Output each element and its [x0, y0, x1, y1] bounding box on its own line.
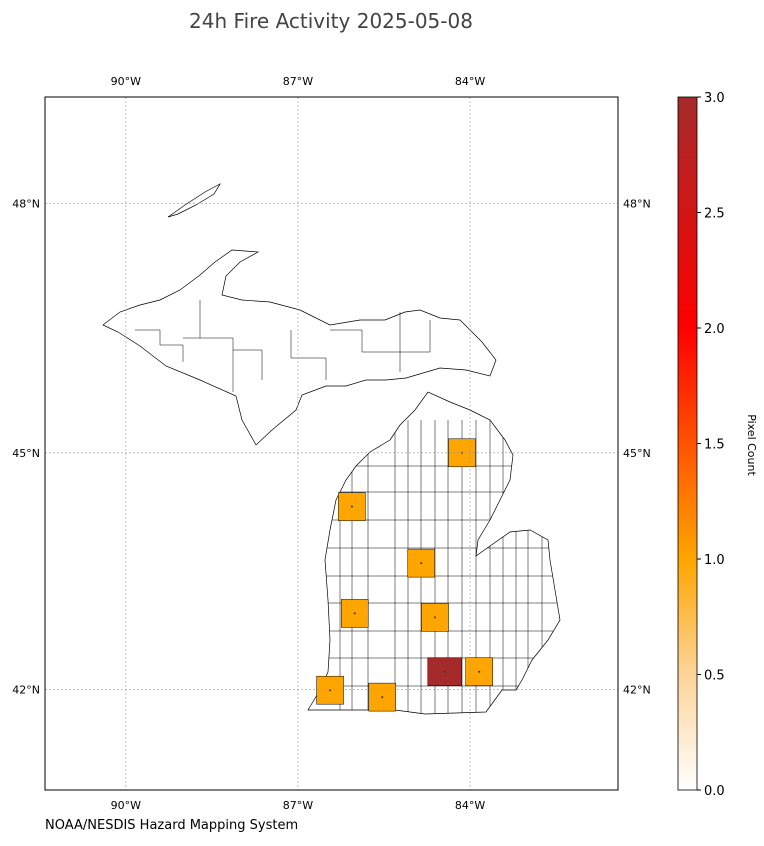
colorbar-tick-label: 1.0 [704, 553, 725, 568]
lon-label-bottom: 84°W [455, 799, 485, 812]
up-county-lines [135, 300, 431, 392]
map-title: 24h Fire Activity 2025-05-08 [189, 9, 473, 33]
lon-label-top: 84°W [455, 75, 485, 88]
isle-royale [167, 183, 221, 218]
source-note: NOAA/NESDIS Hazard Mapping System [45, 818, 298, 833]
lon-label-bottom: 90°W [111, 799, 141, 812]
colorbar-tick-label: 3.0 [704, 91, 725, 106]
lat-label-right: 48°N [623, 197, 651, 210]
lon-label-bottom: 87°W [283, 799, 313, 812]
land [102, 183, 561, 715]
colorbar-scale [677, 96, 698, 791]
lat-label-left: 42°N [12, 683, 40, 696]
fire-point [434, 616, 437, 619]
fire-point [353, 612, 356, 615]
fire-cell [427, 657, 463, 686]
colorbar-tick-label: 2.5 [704, 207, 725, 222]
colorbar: 0.0 0.5 1.0 1.5 2.0 2.5 3.0 [677, 91, 725, 799]
colorbar-tick-label: 0.0 [704, 784, 725, 799]
colorbar-label: Pixel Count [745, 414, 758, 476]
fire-cell [338, 492, 366, 521]
graticule: 90°W 90°W 87°W 87°W 84°W 84°W 42°N 42°N 45°N 45°N… [12, 75, 650, 812]
fire-point [478, 670, 481, 673]
lon-label-top: 90°W [111, 75, 141, 88]
upper-peninsula [102, 249, 497, 446]
colorbar-tick-label: 0.5 [704, 669, 725, 684]
fire-point [350, 505, 353, 508]
map-frame [44, 96, 619, 791]
lat-label-right: 45°N [623, 447, 651, 460]
lat-label-left: 45°N [12, 447, 40, 460]
county-line [135, 300, 431, 392]
lat-label-left: 48°N [12, 197, 40, 210]
colorbar-tick-label: 2.0 [704, 322, 725, 337]
fire-point [381, 696, 384, 699]
fire-point [443, 670, 446, 673]
lon-label-top: 87°W [283, 75, 313, 88]
colorbar-tick-label: 1.5 [704, 438, 725, 453]
fire-point [420, 562, 423, 565]
lat-label-right: 42°N [623, 683, 651, 696]
